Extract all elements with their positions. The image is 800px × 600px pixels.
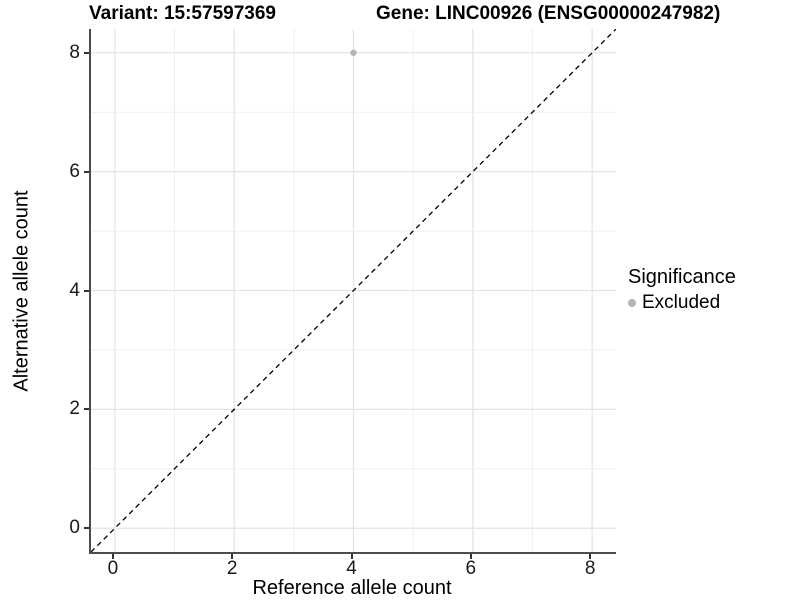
legend-item-label: Excluded	[642, 292, 721, 313]
y-tick-label: 4	[69, 279, 80, 301]
x-axis-title: Reference allele count	[252, 577, 452, 599]
x-tick-mark	[589, 554, 592, 559]
data-point	[350, 49, 357, 56]
x-tick-label: 8	[584, 558, 596, 579]
x-tick-label: 6	[465, 558, 477, 579]
y-tick-label: 8	[69, 41, 80, 63]
y-tick-mark	[84, 408, 89, 411]
circle-icon	[628, 299, 636, 307]
y-tick-label: 2	[69, 398, 80, 420]
y-axis-title: Alternative allele count	[10, 190, 33, 392]
y-tick-mark	[84, 289, 89, 292]
x-tick-label: 4	[346, 558, 357, 579]
x-tick-label: 2	[226, 558, 238, 579]
y-tick-label: 0	[69, 517, 80, 539]
plot-canvas	[91, 29, 616, 552]
gene-title: Gene: LINC00926 (ENSG00000247982)	[376, 3, 721, 24]
legend-item: Excluded	[628, 292, 736, 314]
x-tick-mark	[469, 554, 472, 559]
y-tick-mark	[84, 527, 89, 530]
x-tick-mark	[111, 554, 114, 559]
y-tick-label: 6	[69, 160, 80, 182]
legend: Significance Excluded	[628, 266, 736, 314]
plot-panel	[89, 29, 616, 554]
x-tick-mark	[350, 554, 353, 559]
variant-title: Variant: 15:57597369	[89, 3, 276, 24]
x-tick-label: 0	[107, 558, 119, 579]
legend-title: Significance	[628, 266, 736, 288]
y-tick-mark	[84, 170, 89, 173]
legend-items: Excluded	[628, 292, 736, 314]
y-tick-mark	[84, 51, 89, 54]
x-tick-mark	[231, 554, 234, 559]
